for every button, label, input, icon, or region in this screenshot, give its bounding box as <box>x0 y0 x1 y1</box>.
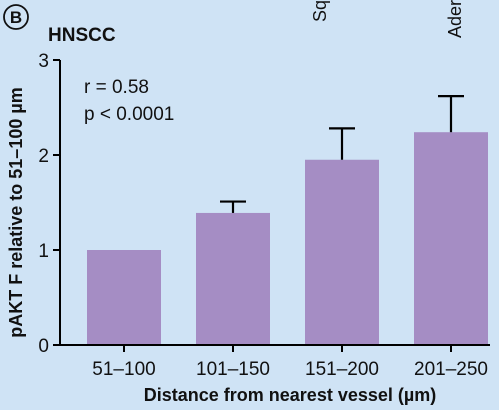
correlation-p: p < 0.0001 <box>84 104 174 125</box>
bars-group <box>87 132 488 345</box>
y-tick-label: 1 <box>38 241 49 262</box>
error-bar-101–150 <box>220 200 246 213</box>
cut-label-2: Ader <box>445 0 465 38</box>
x-ticks: 51–100 101–150 151–200 201–250 <box>92 345 488 380</box>
bar-201–250 <box>414 132 488 345</box>
panel-letter: B <box>10 8 22 27</box>
y-tick-label: 0 <box>38 336 49 357</box>
x-tick-label: 201–250 <box>414 359 488 380</box>
panel-badge-circle <box>3 4 29 30</box>
panel-badge: B <box>3 4 29 30</box>
y-axis-title: pAKT F relative to 51–100 µm <box>6 87 26 337</box>
error-bars-group <box>220 94 464 213</box>
x-axis-title: Distance from nearest vessel (µm) <box>144 385 437 405</box>
panel-title: HNSCC <box>48 25 116 46</box>
y-ticks: 0 1 2 3 <box>38 51 60 357</box>
bar-51–100 <box>87 250 161 345</box>
cut-label-1: Sq <box>310 0 330 22</box>
bar-151–200 <box>305 159 379 345</box>
correlation-r: r = 0.58 <box>84 77 149 98</box>
error-bar-151–200 <box>329 127 355 160</box>
x-tick-label: 51–100 <box>92 359 155 380</box>
bar-101–150 <box>196 212 270 345</box>
x-tick-label: 101–150 <box>196 359 270 380</box>
y-tick-label: 2 <box>38 146 49 167</box>
x-tick-label: 151–200 <box>305 359 379 380</box>
error-bar-201–250 <box>438 94 464 133</box>
y-tick-label: 3 <box>38 51 49 72</box>
